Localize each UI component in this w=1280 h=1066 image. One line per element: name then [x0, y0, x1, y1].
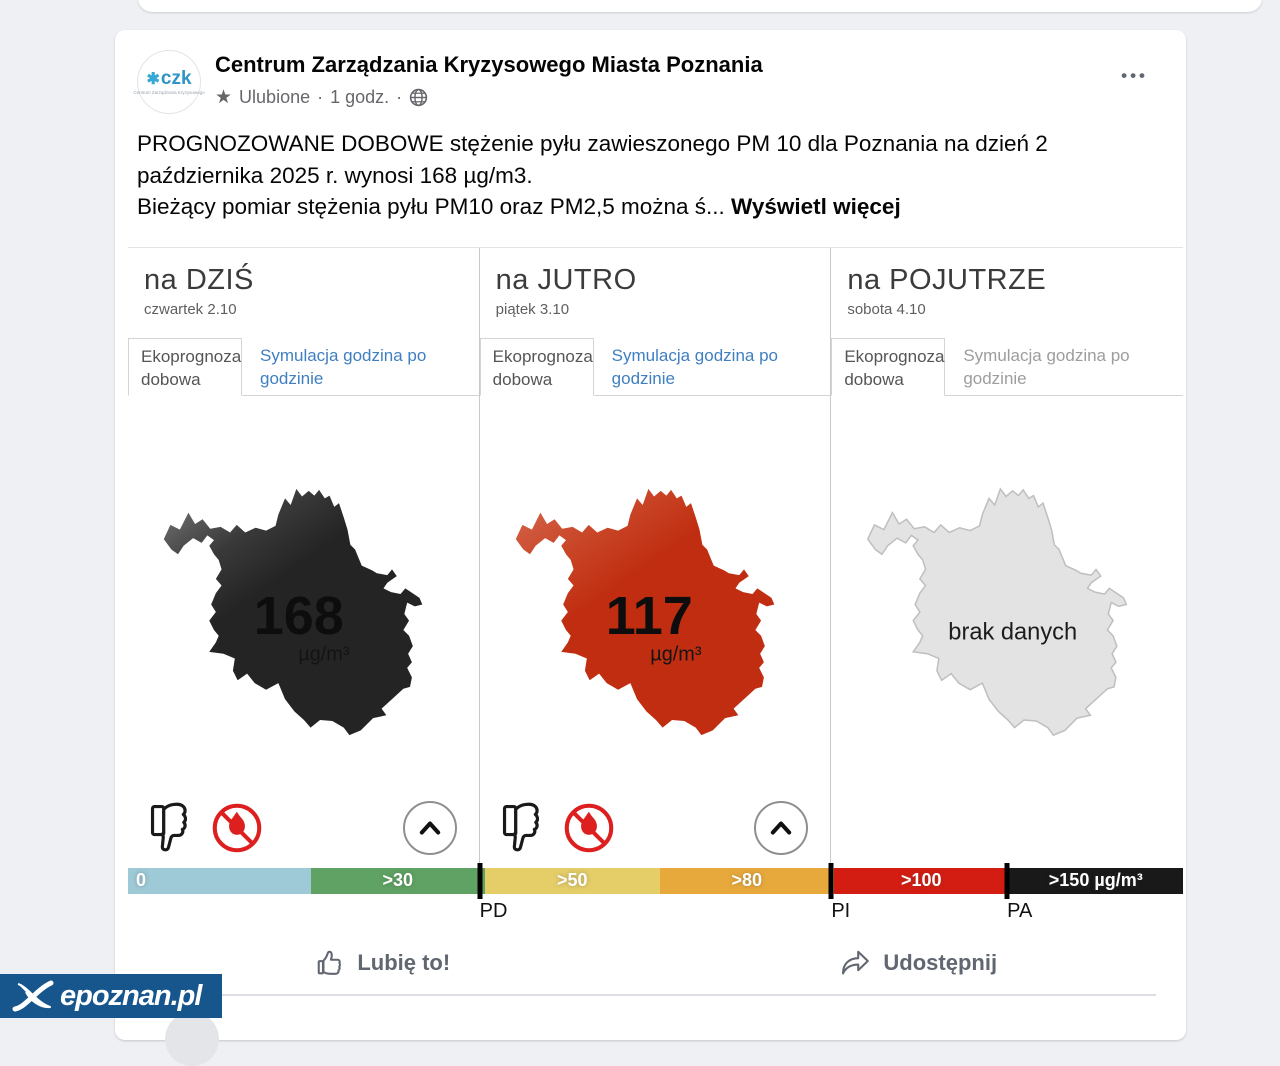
like-button[interactable]: Lubię to! [115, 936, 651, 990]
air-quality-forecast-widget: na DZIŚ czwartek 2.10 Ekoprognoza dobowa… [128, 246, 1183, 928]
threshold-tick-pa [1004, 862, 1010, 899]
favorites-label: Ulubione [239, 87, 311, 107]
post-timestamp[interactable]: 1 godz. [330, 87, 390, 107]
no-data-label: brak danych [948, 619, 1077, 645]
epoznan-logo-icon [12, 980, 54, 1012]
forecast-panel-tomorrow: na JUTRO piątek 3.10 Ekoprognoza dobowa … [479, 247, 832, 868]
post-action-bar: Lubię to! Udostępnij [115, 936, 1186, 990]
share-label: Udostępnij [883, 949, 998, 975]
post-meta: ★ Ulubione · 1 godz. · [215, 86, 763, 109]
city-map-today: 168 µg/m³ [128, 396, 479, 788]
footer-divider [151, 993, 1156, 996]
page-avatar[interactable]: ✱czk Centrum Zarządzania Kryzysowego [133, 50, 205, 114]
chevron-up-icon [771, 821, 792, 834]
post-header: ✱czk Centrum Zarządzania Kryzysowego Cen… [115, 30, 1186, 114]
globe-icon [409, 88, 428, 107]
tab-ekoprognoza-dobowa[interactable]: Ekoprognoza dobowa [479, 337, 594, 396]
scale-segment: >50 [485, 867, 660, 894]
city-map-tomorrow: 117 µg/m³ [480, 396, 831, 788]
threshold-tick-pd [477, 862, 483, 899]
meta-separator: · [396, 87, 403, 107]
tab-ekoprognoza-dobowa[interactable]: Ekoprognoza dobowa [831, 337, 946, 396]
avatar-logo: ✱czk [146, 68, 192, 89]
like-label: Lubię to! [357, 949, 451, 975]
threshold-label-pa: PA [1007, 899, 1033, 922]
tab-symulacja-godzinowa[interactable]: Symulacja godzina po godzinie [611, 345, 778, 389]
facebook-post-card: ✱czk Centrum Zarządzania Kryzysowego Cen… [115, 30, 1186, 1066]
share-arrow-icon [842, 950, 870, 974]
forecast-panel-day-after: na POJUTRZE sobota 4.10 Ekoprognoza dobo… [831, 248, 1183, 868]
pm10-unit: µg/m³ [650, 643, 702, 665]
scale-segment: >150 µg/m³ [1008, 867, 1183, 894]
pm10-unit: µg/m³ [299, 643, 351, 665]
collapse-button-today[interactable] [402, 800, 457, 855]
tab-ekoprognoza-dobowa[interactable]: Ekoprognoza dobowa [128, 337, 242, 396]
watermark-text: epoznan.pl [60, 979, 202, 1012]
post-options-button[interactable]: ••• [1121, 66, 1148, 85]
favorites-star-icon: ★ [215, 87, 233, 108]
scale-segment: 0 [128, 867, 311, 894]
avatar-caption: Centrum Zarządzania Kryzysowego [133, 90, 205, 95]
scale-segment: >100 [834, 867, 1009, 894]
post-paragraph-1: PROGNOZOWANE DOBOWE stężenie pyłu zawies… [137, 131, 1048, 188]
post-text: PROGNOZOWANE DOBOWE stężenie pyłu zawies… [115, 114, 1186, 241]
pm10-color-scale: 0 >30 >50 >80 >100 >150 µg/m³ PD PI PA [128, 862, 1183, 928]
share-button[interactable]: Udostępnij [651, 936, 1187, 990]
tab-symulacja-godzinowa[interactable]: Symulacja godzina po godzinie [260, 345, 427, 389]
poznan-map-red: 117 µg/m³ [515, 488, 775, 735]
thumbs-down-icon [502, 802, 539, 851]
chevron-up-icon [419, 821, 440, 834]
poznan-map-dark: 168 µg/m³ [164, 488, 423, 735]
scale-segment: >80 [659, 867, 834, 894]
threshold-label-pi: PI [831, 899, 851, 922]
see-more-link[interactable]: Wyświetl więcej [731, 194, 901, 219]
threshold-tick-pi [828, 862, 834, 899]
thumbs-up-icon [318, 950, 342, 975]
panel-date: piątek 3.10 [495, 300, 570, 318]
scale-segment: >30 [310, 867, 485, 894]
threshold-label-pd: PD [479, 899, 508, 922]
previous-post-card-edge [138, 0, 1262, 12]
panel-date: sobota 4.10 [847, 300, 926, 318]
no-fire-icon [564, 803, 613, 852]
comment-composer-avatar [165, 1012, 219, 1066]
city-map-day-after: brak danych [831, 396, 1183, 788]
poznan-map-gray: brak danych [867, 487, 1128, 736]
forecast-panel-today: na DZIŚ czwartek 2.10 Ekoprognoza dobowa… [128, 247, 480, 868]
post-paragraph-2: Bieżący pomiar stężenia pyłu PM10 oraz P… [137, 194, 901, 219]
panel-title: na POJUTRZE [847, 263, 1047, 296]
panel-title: na JUTRO [495, 263, 637, 296]
czk-asterisk-icon: ✱ [146, 71, 160, 88]
panel-date: czwartek 2.10 [144, 300, 237, 318]
epoznan-watermark: epoznan.pl [0, 974, 222, 1018]
collapse-button-tomorrow[interactable] [754, 800, 809, 855]
pm10-value-today: 168 [254, 585, 344, 645]
page-name-link[interactable]: Centrum Zarządzania Kryzysowego Miasta P… [215, 52, 763, 77]
empty-icons-row [831, 788, 1183, 868]
thumbs-down-icon [150, 802, 188, 851]
panel-title: na DZIŚ [144, 263, 254, 296]
pm10-value-tomorrow: 117 [606, 585, 693, 645]
tab-symulacja-godzinowa-disabled: Symulacja godzina po godzinie [963, 345, 1130, 389]
meta-separator: · [317, 87, 324, 107]
no-fire-icon [212, 803, 262, 852]
